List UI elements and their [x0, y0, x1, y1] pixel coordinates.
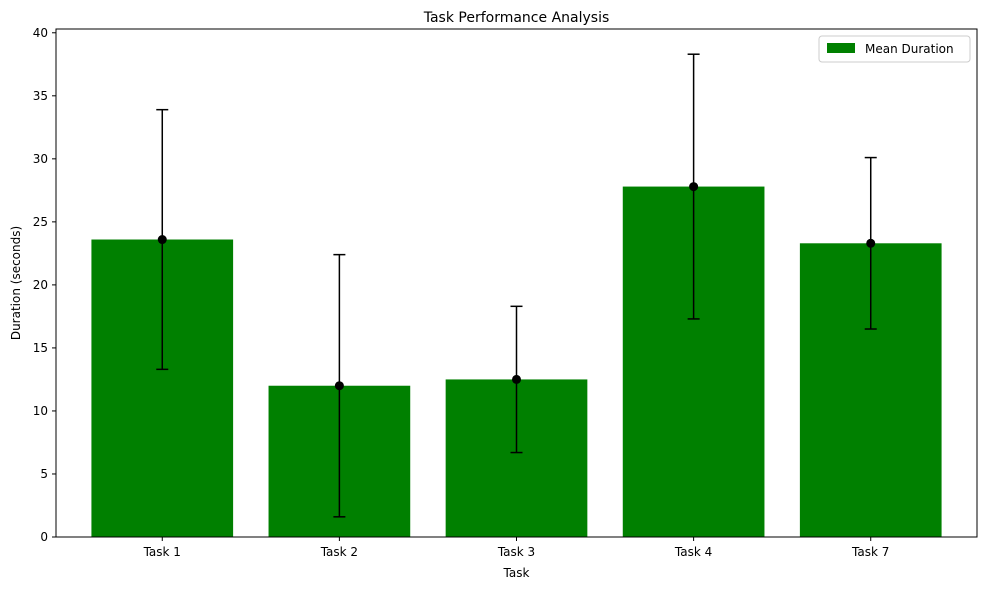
mean-point [866, 238, 876, 248]
y-tick-label: 30 [33, 152, 48, 166]
x-axis: Task 1 Task 2 Task 3 Task 4 Task 7 [143, 537, 889, 559]
x-tick-label: Task 7 [851, 545, 889, 559]
legend-swatch [827, 43, 855, 53]
legend-frame [818, 35, 971, 63]
y-tick-label: 15 [33, 341, 48, 355]
mean-point [334, 381, 344, 391]
legend-label: Mean Duration [865, 42, 954, 56]
y-axis: 0 5 10 15 20 25 30 35 40 [33, 26, 56, 544]
x-tick-label: Task 3 [497, 545, 535, 559]
x-tick-label: Task 2 [320, 545, 358, 559]
legend: Mean Duration [818, 35, 971, 63]
y-axis-label: Duration (seconds) [9, 226, 23, 340]
y-tick-label: 10 [33, 404, 48, 418]
y-tick-label: 5 [40, 467, 48, 481]
x-axis-label: Task [503, 566, 530, 580]
mean-point [689, 182, 699, 192]
mean-point [512, 374, 521, 384]
plot-frame [55, 28, 978, 538]
y-tick-label: 20 [33, 278, 48, 292]
y-tick-label: 40 [33, 26, 48, 40]
x-tick-label: Task 1 [143, 545, 181, 559]
mean-point [157, 235, 167, 245]
x-tick-label: Task 4 [674, 545, 712, 559]
errorbars-group [156, 53, 877, 518]
chart-title: Task Performance Analysis [423, 10, 610, 26]
y-tick-label: 35 [33, 89, 48, 103]
y-tick-label: 0 [40, 530, 48, 544]
y-tick-label: 25 [33, 215, 48, 229]
